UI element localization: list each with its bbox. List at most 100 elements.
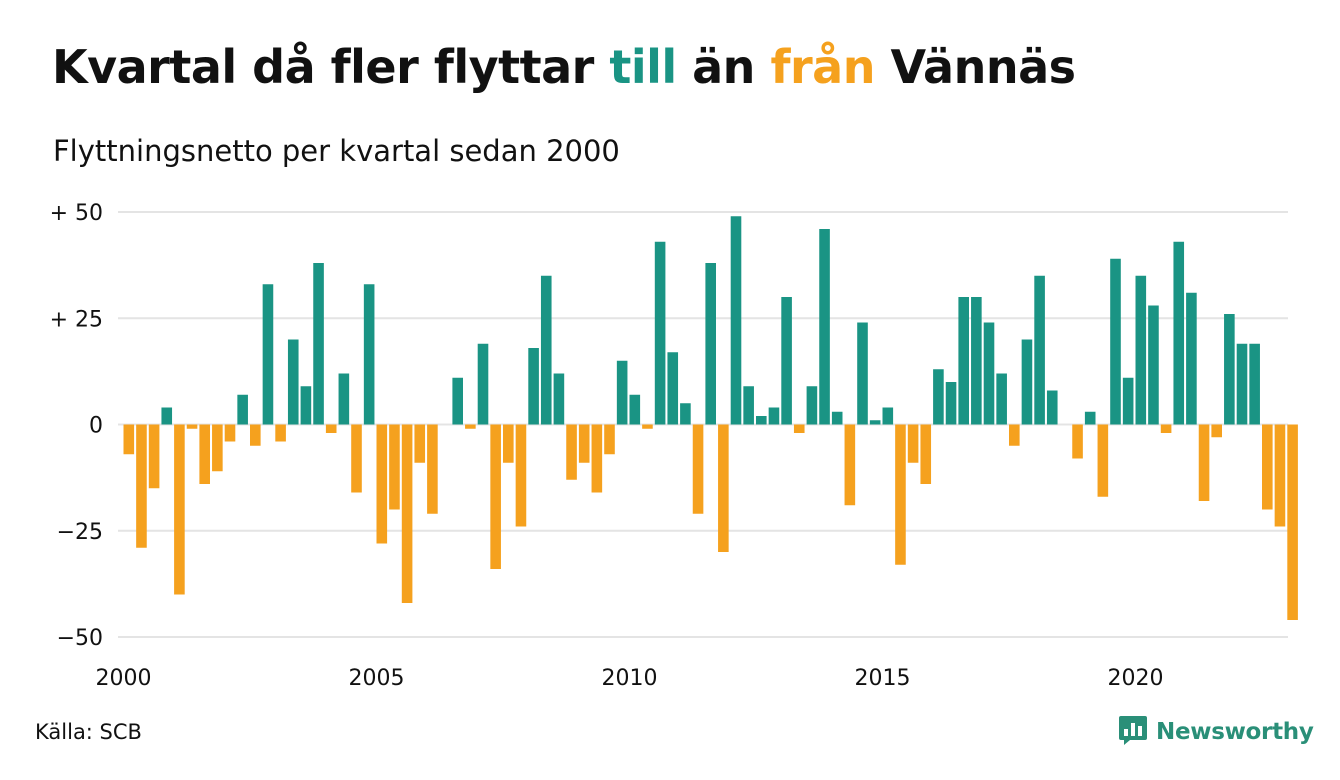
bar bbox=[1211, 424, 1222, 438]
bar bbox=[958, 297, 969, 425]
brand-name: Newsworthy bbox=[1156, 719, 1314, 745]
bar bbox=[553, 373, 565, 425]
y-tick-label: + 50 bbox=[50, 201, 103, 226]
bar bbox=[1198, 424, 1210, 501]
bar bbox=[1274, 424, 1286, 527]
bar bbox=[1249, 343, 1260, 425]
bar bbox=[123, 424, 135, 455]
bar bbox=[895, 424, 906, 565]
bar bbox=[1135, 275, 1147, 425]
bar bbox=[857, 322, 868, 425]
bar bbox=[616, 360, 628, 425]
bar bbox=[199, 424, 210, 484]
title-part-2: än bbox=[676, 40, 771, 94]
bar bbox=[642, 424, 653, 429]
bar bbox=[287, 339, 299, 425]
title-word-till: till bbox=[609, 40, 677, 94]
bar bbox=[920, 424, 932, 484]
bar bbox=[1173, 241, 1185, 425]
bar bbox=[376, 424, 388, 544]
bar bbox=[1160, 424, 1172, 433]
bar bbox=[882, 407, 894, 425]
bar bbox=[174, 424, 185, 595]
bar bbox=[705, 263, 716, 425]
chart-subtitle: Flyttningsnetto per kvartal sedan 2000 bbox=[53, 134, 620, 168]
bar bbox=[503, 424, 514, 463]
bar bbox=[1287, 424, 1298, 620]
y-tick-label: 0 bbox=[89, 414, 103, 439]
bar bbox=[465, 424, 476, 429]
bar bbox=[1084, 411, 1096, 425]
chart-title: Kvartal då fler flyttar till än från Vän… bbox=[52, 40, 1076, 94]
bar bbox=[262, 284, 274, 425]
source-label: Källa: SCB bbox=[35, 720, 142, 744]
bar bbox=[250, 424, 261, 446]
bar bbox=[806, 386, 818, 425]
x-tick-label: 2010 bbox=[602, 666, 658, 691]
bar bbox=[148, 424, 160, 489]
bar bbox=[1097, 424, 1109, 497]
x-axis-ticks: 2000 2005 2010 2015 2020 bbox=[96, 666, 1164, 691]
bar bbox=[667, 352, 679, 425]
bar bbox=[654, 241, 666, 425]
bar bbox=[680, 403, 691, 425]
bar bbox=[313, 263, 324, 425]
y-tick-label: + 25 bbox=[50, 307, 103, 332]
bar bbox=[186, 424, 198, 429]
bar bbox=[781, 297, 792, 425]
bar bbox=[578, 424, 590, 463]
bar bbox=[743, 386, 754, 425]
bar bbox=[945, 382, 957, 425]
bar bbox=[237, 394, 248, 425]
bar bbox=[1122, 377, 1134, 425]
bar bbox=[300, 386, 312, 425]
bar bbox=[161, 407, 173, 425]
bar bbox=[351, 424, 362, 493]
y-tick-label: −50 bbox=[57, 626, 103, 651]
title-part-3: Vännäs bbox=[874, 40, 1076, 94]
bar bbox=[692, 424, 704, 514]
bar bbox=[363, 284, 375, 425]
y-tick-label: −25 bbox=[57, 520, 103, 545]
bar bbox=[629, 394, 641, 425]
bar bbox=[325, 424, 337, 433]
bar bbox=[566, 424, 577, 480]
bar bbox=[844, 424, 856, 506]
bar bbox=[1224, 314, 1235, 425]
bar bbox=[1236, 343, 1248, 425]
bar bbox=[1021, 339, 1033, 425]
bar bbox=[591, 424, 603, 493]
bar bbox=[452, 377, 463, 425]
bar bbox=[1262, 424, 1273, 510]
bar bbox=[718, 424, 729, 552]
x-tick-label: 2000 bbox=[96, 666, 152, 691]
bar bbox=[275, 424, 286, 442]
bar bbox=[414, 424, 426, 463]
bar bbox=[1009, 424, 1020, 446]
bar bbox=[540, 275, 552, 425]
bar bbox=[793, 424, 805, 433]
bar bbox=[427, 424, 438, 514]
bar bbox=[515, 424, 527, 527]
x-tick-label: 2015 bbox=[855, 666, 911, 691]
bar bbox=[1046, 390, 1058, 425]
brand-logo[interactable]: Newsworthy bbox=[1118, 714, 1314, 750]
bar bbox=[996, 373, 1007, 425]
y-axis-ticks: + 50 + 25 0 −25 −50 bbox=[50, 201, 103, 651]
bars bbox=[123, 216, 1298, 620]
x-tick-label: 2020 bbox=[1108, 666, 1164, 691]
bar bbox=[212, 424, 223, 472]
bar bbox=[224, 424, 236, 442]
bar bbox=[983, 322, 995, 425]
bar bbox=[819, 229, 830, 425]
bar bbox=[730, 216, 742, 425]
bar bbox=[1072, 424, 1083, 459]
bar bbox=[971, 297, 982, 425]
bar bbox=[1148, 305, 1159, 425]
bar bbox=[490, 424, 501, 569]
bar-chart: + 50 + 25 0 −25 −50 2000 2005 2010 2015 2020 bbox=[50, 201, 1298, 691]
bar-chart-speech-bubble-icon bbox=[1118, 714, 1148, 750]
bar bbox=[477, 343, 489, 425]
bar bbox=[604, 424, 615, 455]
bar bbox=[768, 407, 780, 425]
